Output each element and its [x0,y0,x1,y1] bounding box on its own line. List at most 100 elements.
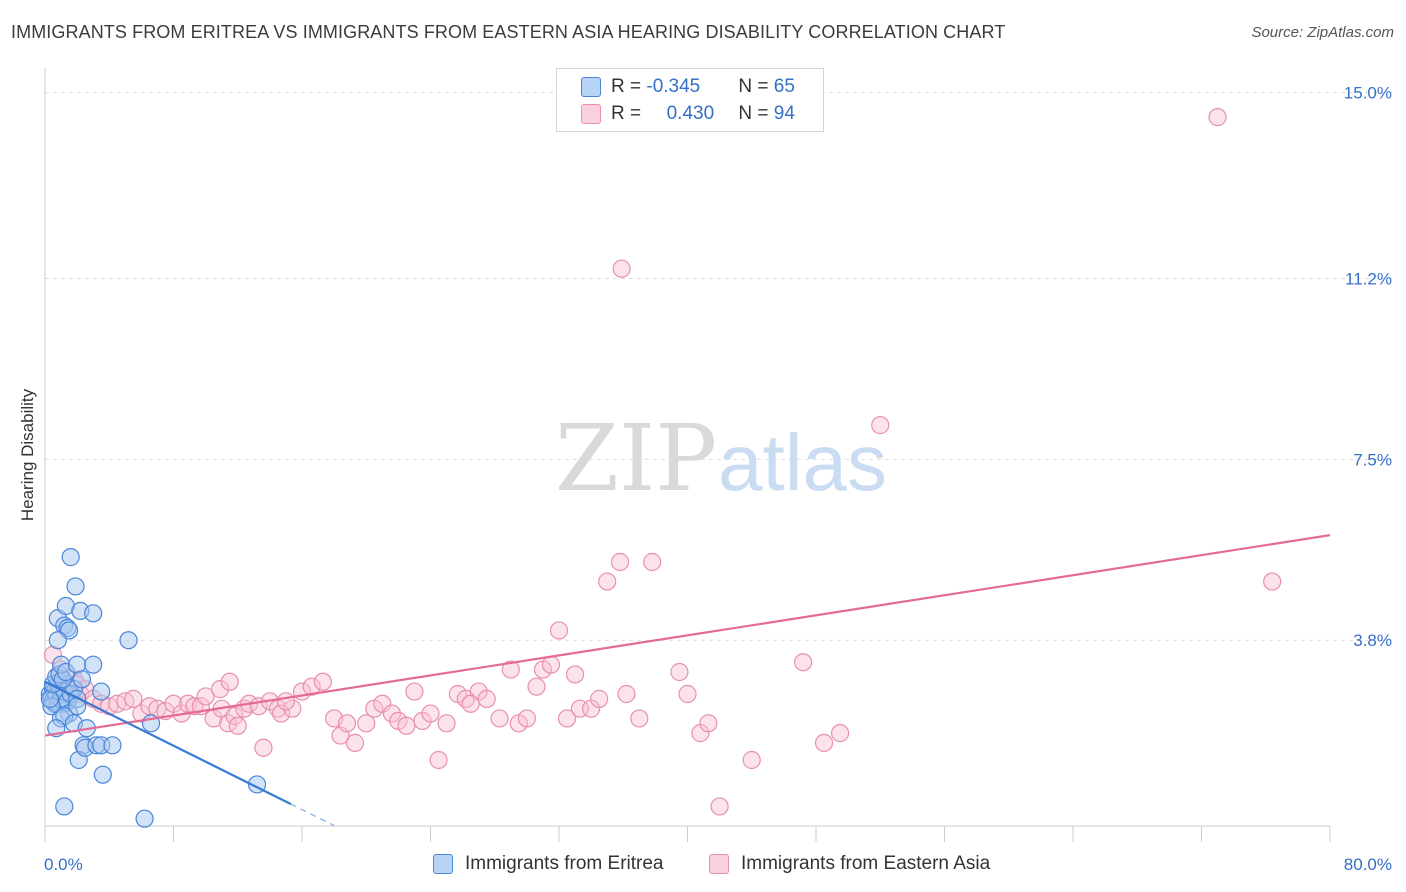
y-axis-label: Hearing Disability [18,388,37,522]
eastern-asia-r-value: 0.430 [666,103,715,124]
legend-row-eritrea: R = -0.345 N = 65 [581,75,795,99]
eastern-asia-point [345,733,365,752]
source-credit: Source: ZipAtlas.com [1251,24,1394,41]
eastern-asia-point [830,724,850,743]
eastern-asia-point [477,689,496,708]
eritrea-point [61,548,80,567]
eastern-asia-point [283,699,302,718]
eritrea-point [93,765,112,784]
series-eastern-asia-points [43,108,1282,816]
eritrea-point [103,736,122,755]
tick-labels: 3.8% 7.5% 11.2% 15.0% 0.0% 80.0% [44,84,1392,874]
chart-title: IMMIGRANTS FROM ERITREA VS IMMIGRANTS FR… [11,22,1006,42]
y-tick-label: 3.8% [1353,631,1392,650]
eastern-asia-point [490,709,509,728]
eastern-asia-point [699,714,718,733]
eastern-asia-point [678,684,697,704]
eritrea-point [40,689,59,708]
eastern-asia-point [517,709,536,728]
eastern-asia-point [557,709,577,728]
eastern-asia-point [373,694,392,713]
eritrea-point [72,670,92,689]
eastern-asia-point [437,714,456,733]
eritrea-point [66,577,85,596]
eastern-asia-point [598,572,617,591]
bottom-legend-eritrea: Immigrants from Eritrea [433,851,663,877]
eastern-asia-point [565,665,585,684]
eastern-asia-point [337,714,357,733]
y-tick-label: 15.0% [1344,84,1392,103]
eastern-asia-point [670,662,689,682]
eastern-asia-point [742,750,761,770]
eastern-asia-point [124,689,143,708]
eritrea-r-value: -0.345 [646,76,701,97]
eastern-asia-point [196,687,215,706]
eritrea-point [119,631,138,650]
eastern-asia-point [254,738,273,757]
eritrea-trend-line [44,680,292,805]
eastern-asia-point [313,672,332,691]
bottom-legend-eastern-asia: Immigrants from Eastern Asia [709,851,990,877]
eastern-asia-point [405,682,424,701]
eastern-asia-point [225,706,244,726]
eastern-asia-point [382,704,402,723]
eastern-asia-point [871,416,890,435]
eastern-asia-point [549,621,569,640]
y-tick-label: 11.2% [1345,269,1392,288]
eastern-asia-r-label: R = [611,103,647,124]
eastern-asia-point [610,552,630,572]
eastern-asia-point [643,552,662,572]
x-tick-label-min: 0.0% [44,855,83,874]
eritrea-n-label: N = [738,76,774,97]
eastern-asia-point [617,684,636,704]
eastern-asia-point [794,653,813,672]
y-tick-label: 7.5% [1353,450,1392,469]
watermark-atlas: atlas [718,418,887,507]
bottom-eritrea-label: Immigrants from Eritrea [465,853,664,874]
eastern-asia-point [228,716,247,735]
eastern-asia-point [429,750,448,770]
x-tick-label-max: 80.0% [1344,855,1392,874]
eritrea-n-value: 65 [773,76,795,97]
eastern-asia-point [276,692,296,711]
legend-row-eastern-asia: R = 0.430 N = 94 [581,102,795,126]
eastern-asia-point [461,694,480,713]
eastern-asia-point [210,680,230,699]
bottom-eastern-asia-label: Immigrants from Eastern Asia [741,853,991,874]
eastern-asia-point [302,677,321,696]
eastern-asia-point [501,660,520,679]
eastern-asia-point [1263,572,1282,591]
eastern-asia-point [1208,108,1227,127]
eastern-asia-point [630,709,649,728]
eastern-asia-point [814,733,834,752]
eastern-asia-point [541,655,561,674]
eastern-asia-point [590,689,609,708]
eastern-asia-n-label: N = [738,103,774,124]
eastern-asia-point [527,677,546,696]
eritrea-point [84,655,103,674]
eastern-asia-n-value: 94 [773,103,795,124]
eritrea-point [48,631,67,650]
series-eritrea-points [40,548,267,828]
eritrea-point [55,797,74,816]
eritrea-point [135,809,154,828]
watermark-zip: ZIP [555,405,717,512]
eritrea-point [92,682,111,701]
gridlines [45,92,1392,641]
eastern-asia-point [421,704,440,723]
bottom-eritrea-swatch [433,854,453,874]
eastern-asia-point [220,672,239,691]
eastern-asia-point [612,259,631,278]
stats-legend: R = -0.345 N = 65 R = 0.430 N = 94 [556,68,824,132]
eritrea-point [84,604,103,623]
eastern-asia-swatch [581,104,601,124]
eastern-asia-point [710,797,729,816]
bottom-eastern-asia-swatch [709,854,729,874]
eastern-asia-point [357,714,376,733]
eastern-asia-trend-line [44,534,1331,737]
eritrea-r-label: R = [611,76,647,97]
eritrea-trend-extension [290,803,335,827]
eastern-asia-point [397,716,416,735]
eritrea-swatch [581,77,601,97]
